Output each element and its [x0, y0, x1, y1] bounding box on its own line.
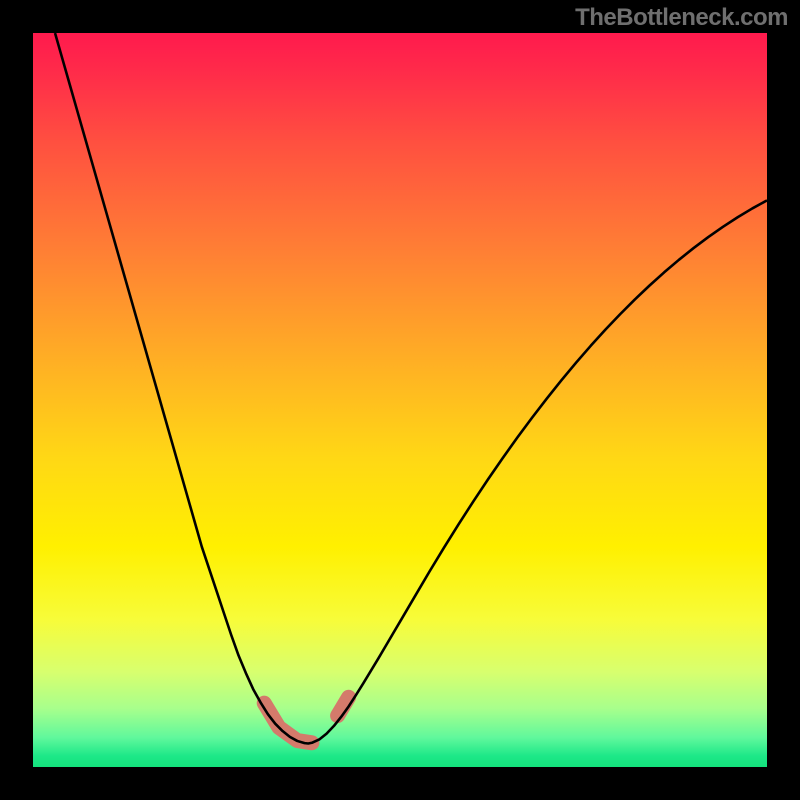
bottleneck-plot [33, 33, 767, 767]
watermark-text: TheBottleneck.com [575, 4, 788, 32]
figure-canvas: TheBottleneck.com [0, 0, 800, 800]
plot-svg [33, 33, 767, 767]
gradient-background [33, 33, 767, 767]
